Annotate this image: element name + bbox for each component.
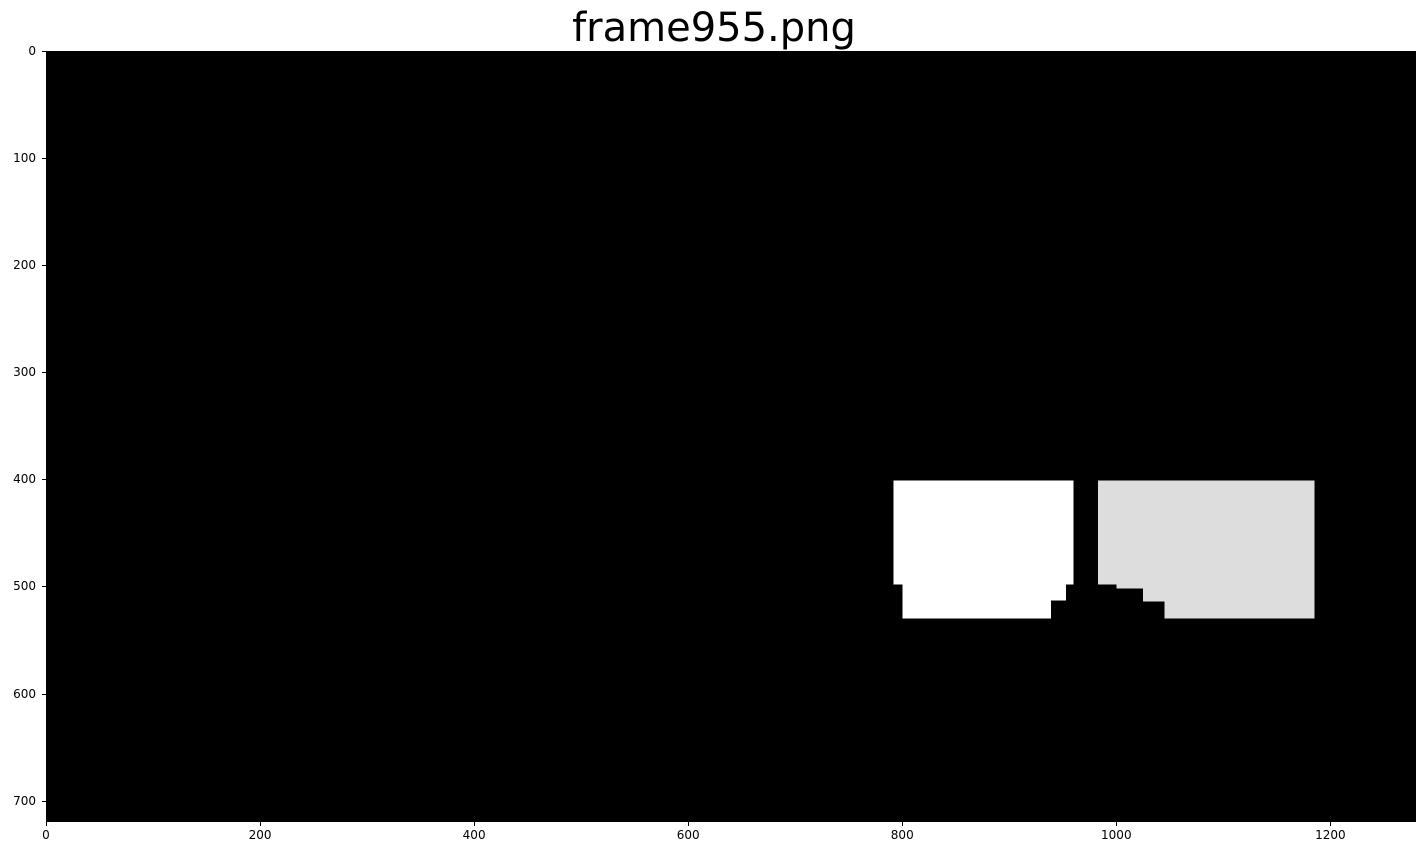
segmentation-mask	[46, 51, 1416, 822]
y-tick-label: 700	[13, 793, 36, 808]
x-tick-label: 1000	[1101, 828, 1132, 842]
x-tick-mark	[902, 822, 904, 826]
x-tick-mark	[260, 822, 262, 826]
x-tick-mark	[688, 822, 690, 826]
figure-title: frame955.png	[572, 5, 856, 51]
y-tick-mark	[42, 51, 46, 52]
y-tick-label: 100	[13, 151, 36, 166]
x-tick-label: 600	[676, 828, 700, 842]
x-tick-label: 200	[248, 828, 272, 842]
light-gray-mask-region	[1098, 480, 1315, 619]
y-tick-label: 0	[28, 44, 36, 58]
x-tick-mark	[474, 822, 476, 826]
y-tick-mark	[42, 158, 46, 160]
y-tick-label: 600	[13, 686, 36, 701]
y-tick-mark	[42, 265, 46, 267]
y-tick-mark	[42, 479, 46, 481]
x-tick-mark	[1330, 822, 1332, 826]
x-tick-label: 1200	[1315, 828, 1346, 842]
x-tick-label: 800	[890, 828, 914, 842]
y-tick-mark	[42, 586, 46, 588]
y-tick-label: 300	[13, 365, 36, 380]
x-tick-label: 400	[462, 828, 486, 842]
y-tick-mark	[42, 800, 46, 802]
white-mask-region	[893, 480, 1074, 619]
x-tick-mark	[1116, 822, 1118, 826]
y-tick-mark	[42, 693, 46, 695]
x-tick-mark	[46, 822, 47, 826]
y-tick-mark	[42, 372, 46, 374]
y-tick-label: 200	[13, 258, 36, 273]
y-tick-label: 400	[13, 472, 36, 487]
mask-background	[46, 51, 1416, 822]
y-tick-label: 500	[13, 579, 36, 594]
x-tick-label: 0	[42, 828, 50, 842]
